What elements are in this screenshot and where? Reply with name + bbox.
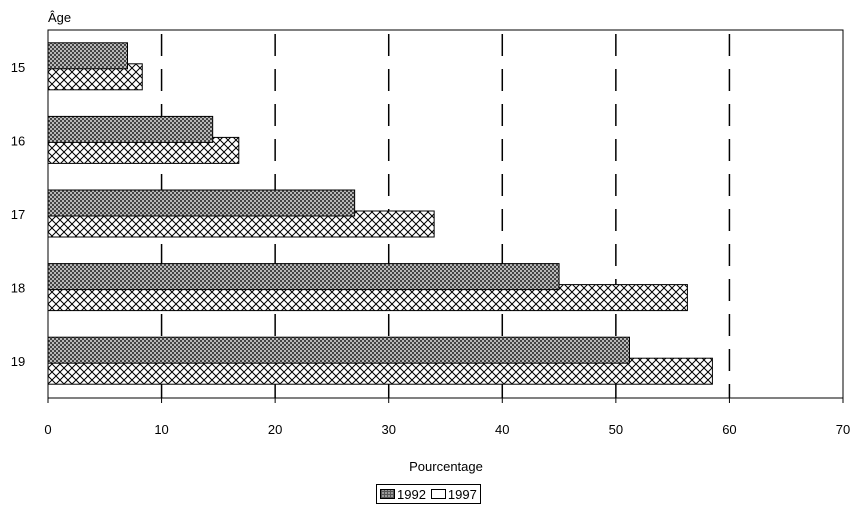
legend-label-1997: 1997 (447, 486, 477, 502)
y-tick-label: 17 (11, 207, 25, 222)
x-tick-label: 30 (381, 422, 395, 437)
legend-label-1992: 1992 (397, 486, 426, 502)
y-tick-label: 18 (11, 281, 25, 296)
legend-item-1992: 1992 (380, 487, 426, 502)
x-tick-label: 40 (495, 422, 509, 437)
legend: 1992 1997 (376, 484, 481, 504)
x-tick-label: 20 (268, 422, 282, 437)
bar-1992-age-19 (47, 336, 630, 364)
x-ticks: 0 10 20 30 40 50 60 70 (44, 398, 850, 437)
bar-1992-age-16 (47, 115, 214, 143)
bar-1992-age-17 (47, 189, 356, 217)
x-tick-label: 10 (154, 422, 168, 437)
y-tick-label: 19 (11, 354, 25, 369)
y-tick-label: 15 (11, 60, 25, 75)
x-tick-label: 0 (44, 422, 51, 437)
y-tick-label: 16 (11, 133, 25, 148)
bar-1992-age-18 (47, 263, 560, 291)
bar-1992-age-15 (47, 42, 128, 70)
x-tick-label: 70 (836, 422, 850, 437)
y-tick-labels: 15 16 17 18 19 (11, 60, 25, 369)
x-tick-label: 60 (722, 422, 736, 437)
plot-frame (47, 29, 844, 399)
x-axis-title: Pourcentage (409, 459, 483, 474)
legend-swatch-1992 (380, 489, 395, 499)
y-axis-title: Âge (48, 10, 71, 25)
legend-item-1997: 1997 (430, 486, 477, 502)
legend-swatch-1997 (430, 489, 446, 499)
x-tick-label: 50 (609, 422, 623, 437)
bars (47, 42, 713, 385)
